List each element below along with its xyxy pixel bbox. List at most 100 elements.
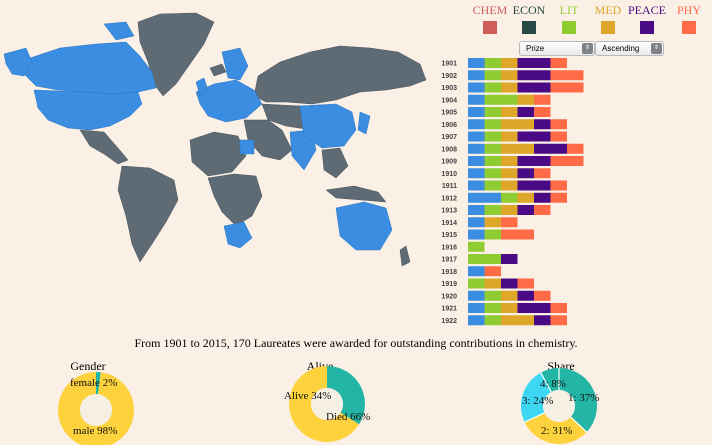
bar-segment-chem[interactable] — [468, 70, 485, 81]
bar-segment-lit[interactable] — [484, 131, 502, 142]
bar-segment-lit[interactable] — [484, 229, 502, 240]
bar-segment-lit[interactable] — [484, 119, 502, 130]
bar-segment-med[interactable] — [501, 303, 518, 313]
bar-segment-chem[interactable] — [468, 290, 485, 301]
bar-segment-med[interactable] — [501, 58, 518, 68]
bar-segment-peace[interactable] — [517, 205, 535, 215]
bar-segment-chem[interactable] — [468, 180, 485, 191]
bar-segment-med[interactable] — [517, 192, 535, 203]
bar-segment-lit[interactable] — [468, 241, 485, 252]
bar-segment-peace[interactable] — [501, 278, 518, 289]
bar-segment-peace[interactable] — [517, 168, 535, 179]
category-select[interactable]: Prize Category ⇕ — [519, 41, 595, 66]
bar-segment-phy[interactable] — [534, 107, 551, 117]
bar-segment-peace[interactable] — [534, 192, 551, 203]
bar-segment-med[interactable] — [501, 156, 518, 166]
bar-segment-lit[interactable] — [484, 168, 502, 179]
bar-segment-peace[interactable] — [517, 131, 551, 142]
bar-segment-chem[interactable] — [468, 131, 485, 142]
donut-slice[interactable] — [558, 368, 597, 433]
bar-segment-lit[interactable] — [484, 290, 502, 301]
bar-segment-peace[interactable] — [517, 70, 551, 81]
bar-segment-med[interactable] — [501, 180, 518, 191]
bar-segment-med[interactable] — [501, 82, 518, 93]
legend-item-lit[interactable]: LIT — [549, 4, 589, 34]
donut-slice[interactable] — [289, 366, 360, 442]
bar-segment-lit[interactable] — [484, 303, 502, 313]
bar-segment-lit[interactable] — [484, 94, 518, 105]
bar-segment-lit[interactable] — [484, 315, 502, 326]
bar-segment-med[interactable] — [484, 217, 502, 228]
bar-segment-phy[interactable] — [501, 229, 534, 240]
bar-segment-lit[interactable] — [484, 156, 502, 166]
bar-segment-med[interactable] — [501, 143, 534, 154]
bar-segment-phy[interactable] — [550, 315, 568, 326]
bar-segment-phy[interactable] — [550, 303, 568, 313]
bar-segment-lit[interactable] — [468, 278, 485, 289]
bar-segment-lit[interactable] — [484, 70, 502, 81]
bar-segment-med[interactable] — [484, 278, 502, 289]
bar-segment-peace[interactable] — [517, 82, 551, 93]
bar-segment-lit[interactable] — [484, 107, 502, 117]
bar-segment-chem[interactable] — [468, 205, 485, 215]
bar-segment-phy[interactable] — [534, 94, 551, 105]
bar-segment-med[interactable] — [501, 205, 518, 215]
bar-segment-lit[interactable] — [501, 192, 518, 203]
bar-segment-med[interactable] — [501, 70, 518, 81]
bar-segment-peace[interactable] — [534, 315, 551, 326]
bar-segment-med[interactable] — [501, 168, 518, 179]
bar-segment-lit[interactable] — [484, 58, 502, 68]
bar-segment-med[interactable] — [517, 94, 535, 105]
bar-segment-phy[interactable] — [550, 70, 584, 81]
bar-segment-phy[interactable] — [517, 278, 535, 289]
bar-segment-phy[interactable] — [484, 266, 502, 277]
bar-segment-med[interactable] — [501, 290, 518, 301]
bar-segment-peace[interactable] — [501, 254, 518, 264]
bar-segment-peace[interactable] — [517, 107, 535, 117]
bar-segment-phy[interactable] — [550, 180, 568, 191]
bar-segment-phy[interactable] — [534, 168, 551, 179]
bar-segment-phy[interactable] — [550, 156, 584, 166]
legend-item-econ[interactable]: ECON — [509, 4, 549, 34]
legend-item-phy[interactable]: PHY — [669, 4, 709, 34]
bar-segment-chem[interactable] — [468, 82, 485, 93]
bar-segment-peace[interactable] — [517, 58, 551, 68]
bar-segment-lit[interactable] — [484, 180, 502, 191]
bar-segment-peace[interactable] — [517, 290, 535, 301]
bar-segment-lit[interactable] — [484, 205, 502, 215]
bar-segment-chem[interactable] — [468, 119, 485, 130]
bar-segment-phy[interactable] — [534, 290, 551, 301]
bar-segment-chem[interactable] — [468, 168, 485, 179]
bar-segment-phy[interactable] — [550, 131, 568, 142]
bar-segment-med[interactable] — [501, 119, 534, 130]
order-select[interactable]: Ascending ⇕ — [595, 41, 664, 56]
bar-segment-peace[interactable] — [534, 119, 551, 130]
bar-segment-chem[interactable] — [468, 303, 485, 313]
bar-segment-chem[interactable] — [468, 156, 485, 166]
bar-segment-peace[interactable] — [534, 143, 567, 154]
bar-segment-phy[interactable] — [567, 143, 584, 154]
bar-segment-chem[interactable] — [468, 266, 485, 277]
bar-segment-peace[interactable] — [517, 303, 551, 313]
bar-segment-chem[interactable] — [468, 217, 485, 228]
bar-segment-chem[interactable] — [468, 192, 501, 203]
bar-segment-chem[interactable] — [468, 58, 485, 68]
bar-segment-lit[interactable] — [484, 82, 502, 93]
donut-slice[interactable] — [326, 366, 365, 425]
bar-segment-lit[interactable] — [484, 143, 502, 154]
bar-segment-med[interactable] — [501, 315, 534, 326]
donut-slice[interactable] — [58, 372, 134, 445]
legend-item-peace[interactable]: PEACE — [627, 4, 667, 34]
bar-segment-peace[interactable] — [517, 156, 551, 166]
bar-segment-med[interactable] — [501, 107, 518, 117]
bar-segment-lit[interactable] — [468, 254, 501, 264]
bar-segment-med[interactable] — [501, 131, 518, 142]
donut-slice[interactable] — [521, 372, 552, 423]
legend-item-med[interactable]: MED — [588, 4, 628, 34]
bar-segment-phy[interactable] — [550, 82, 584, 93]
bar-segment-phy[interactable] — [550, 58, 568, 68]
bar-segment-peace[interactable] — [517, 180, 551, 191]
bar-segment-chem[interactable] — [468, 94, 485, 105]
bar-segment-chem[interactable] — [468, 315, 485, 326]
bar-segment-chem[interactable] — [468, 143, 485, 154]
